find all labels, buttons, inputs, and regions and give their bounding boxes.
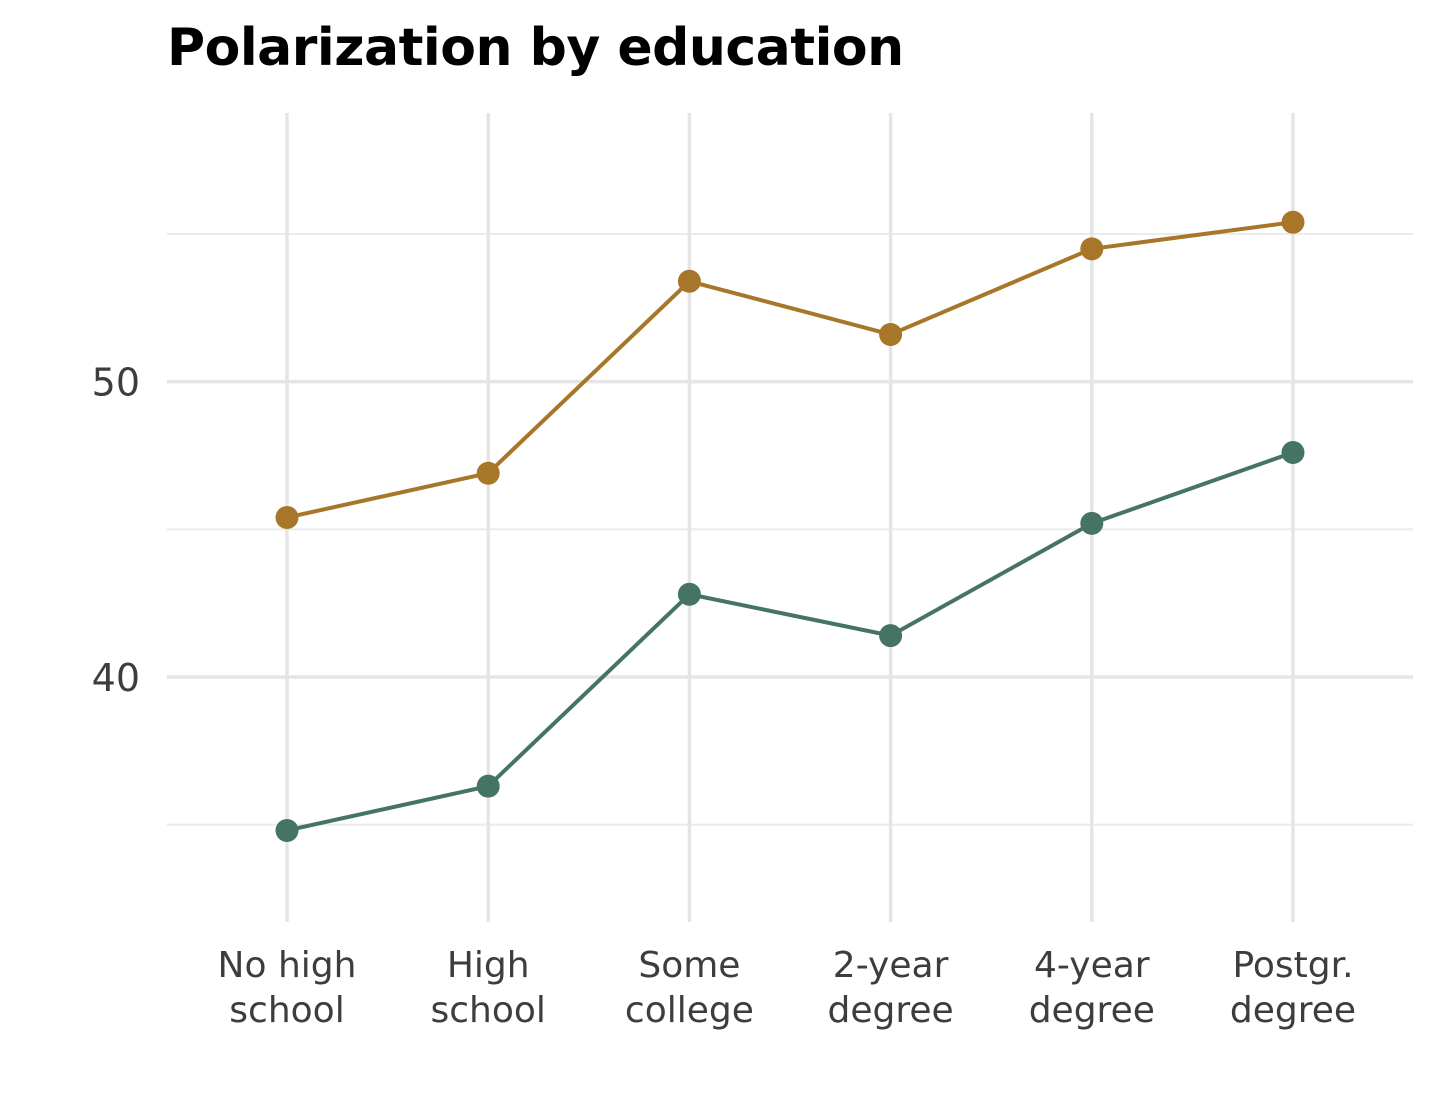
data-point [275,506,299,529]
x-tick-label-line: High [447,945,530,986]
x-tick-label: Some college [625,945,754,1031]
x-tick-label-line: degree [1230,990,1356,1031]
y-axis-tick-labels: 40 50 [92,361,140,700]
series-lines [286,220,1294,833]
x-tick-label-line: degree [828,990,954,1031]
data-point [677,582,701,606]
x-tick-label: Postgr. degree [1230,945,1356,1031]
chart-title: Polarization by education [167,18,904,78]
data-point [275,818,299,842]
minor-gridlines [167,233,1413,826]
x-tick-label-line: Postgr. [1232,945,1353,986]
data-point [1281,210,1305,234]
x-tick-label-line: 2-year [833,945,949,986]
data-point [476,461,500,485]
y-tick-label: 50 [92,361,140,405]
x-tick-label: 2-year degree [828,945,954,1031]
x-tick-label-line: school [430,990,545,1031]
series-points [275,210,1305,842]
data-point [879,624,903,648]
x-tick-label-line: school [229,990,344,1031]
x-tick-label-line: 4-year [1034,945,1150,986]
data-point [677,269,701,293]
data-point [879,322,903,346]
x-tick-label-line: No high [218,945,357,986]
series-line-2 [286,450,1294,833]
x-tick-label: No high school [218,945,357,1031]
x-tick-label: High school [430,945,545,1031]
data-point [1281,441,1305,465]
series-line-1 [286,220,1294,520]
y-tick-label: 40 [92,656,140,700]
x-tick-label-line: degree [1029,990,1155,1031]
x-tick-label-line: college [625,990,754,1031]
x-tick-label: 4-year degree [1029,945,1155,1031]
data-point [476,774,500,798]
x-tick-label-line: Some [638,945,740,986]
data-point [1080,511,1104,535]
data-point [1080,237,1104,261]
